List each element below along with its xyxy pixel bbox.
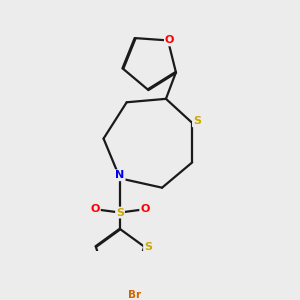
Text: Br: Br <box>128 290 142 300</box>
Text: S: S <box>144 242 152 252</box>
Text: N: N <box>116 170 125 180</box>
Text: S: S <box>193 116 201 126</box>
Text: O: O <box>165 35 174 45</box>
Text: O: O <box>91 204 100 214</box>
Text: O: O <box>140 204 150 214</box>
Text: S: S <box>116 208 124 218</box>
